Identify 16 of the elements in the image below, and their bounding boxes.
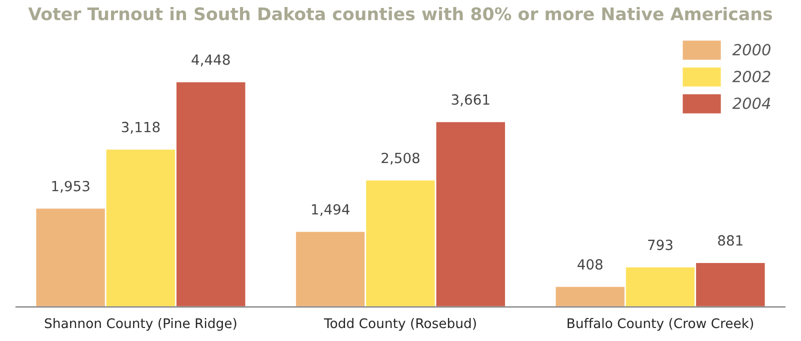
chart-title: Voter Turnout in South Dakota counties with 80% or more Native Americans <box>28 6 772 20</box>
legend-label: 2004 <box>732 98 770 110</box>
data-label: 2,508 <box>382 152 420 165</box>
data-label: 1,953 <box>52 180 90 193</box>
data-label: 4,448 <box>192 54 230 66</box>
x-tick-label: Todd County (Rosebud) <box>324 318 476 331</box>
legend-label: 2002 <box>732 70 770 82</box>
data-label: 3,661 <box>452 94 490 106</box>
data-label: 408 <box>578 259 602 270</box>
data-label: 1,494 <box>312 204 350 216</box>
x-tick-label: Shannon County (Pine Ridge) <box>44 318 236 331</box>
x-tick-label: Buffalo County (Crow Creek) <box>568 318 754 331</box>
data-label: 3,118 <box>122 122 160 134</box>
data-label: 881 <box>718 235 742 246</box>
legend-label: 2000 <box>732 44 770 56</box>
data-label: 793 <box>648 240 672 250</box>
